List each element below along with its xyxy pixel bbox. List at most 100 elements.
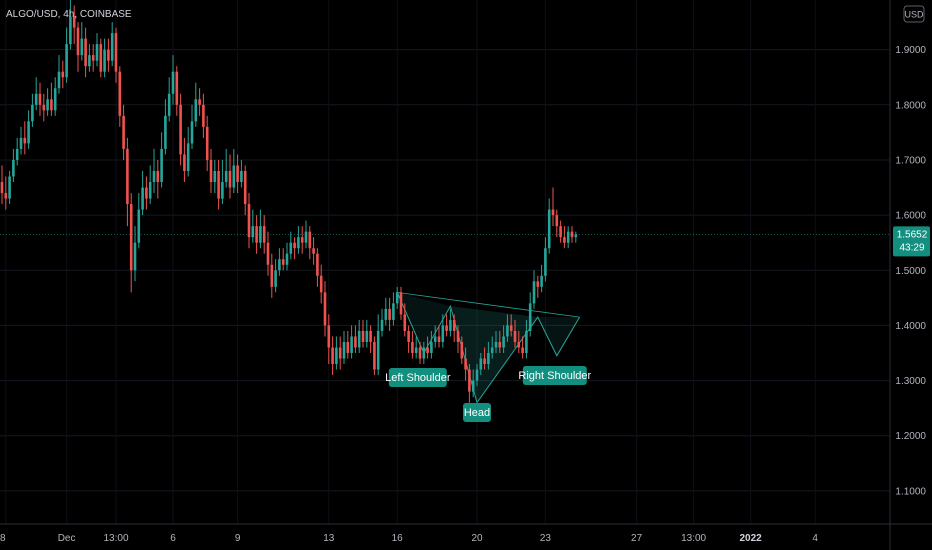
candle <box>323 281 327 337</box>
candle-body <box>536 281 540 287</box>
candle-body <box>137 209 141 243</box>
time-tick-label: Dec <box>58 533 76 544</box>
candle-body <box>148 182 152 199</box>
candle <box>53 77 57 116</box>
candle-body <box>316 253 319 276</box>
candle <box>12 148 15 183</box>
candle <box>566 226 570 249</box>
candle <box>487 341 490 370</box>
candle <box>297 226 300 254</box>
candle-body <box>373 341 376 370</box>
candle <box>319 264 323 304</box>
candle-body <box>72 16 76 28</box>
candle-body <box>183 154 186 171</box>
candle <box>445 314 448 337</box>
candle <box>251 209 255 243</box>
candle <box>536 275 540 298</box>
candle-body <box>69 16 72 45</box>
currency-label: USD <box>904 10 924 20</box>
candle-body <box>171 71 175 94</box>
candle <box>285 242 289 271</box>
candle-body <box>464 358 467 370</box>
candle <box>129 193 133 293</box>
candle-body <box>133 242 137 271</box>
candle-body <box>433 336 437 342</box>
price-tick-label: 1.2000 <box>895 431 926 442</box>
candle <box>312 237 315 265</box>
candle-body <box>475 369 479 381</box>
candle-body <box>118 71 122 116</box>
candle-body <box>46 99 49 111</box>
time-tick-label: 13:00 <box>681 533 706 544</box>
candle-body <box>240 170 243 183</box>
candle-body <box>388 308 391 320</box>
candle <box>114 27 118 83</box>
candle-body <box>126 148 129 205</box>
candle <box>107 38 110 72</box>
candle <box>23 121 27 155</box>
price-tick-label: 1.9000 <box>895 45 926 56</box>
candle <box>179 93 182 166</box>
candle <box>194 82 198 127</box>
candle-body <box>376 330 380 370</box>
candle <box>350 325 353 359</box>
candle <box>8 170 11 205</box>
candle-body <box>327 325 331 348</box>
candle-body <box>498 341 502 348</box>
candle <box>418 341 422 365</box>
candle <box>414 336 418 359</box>
chart-title: ALGO/USD, 4h, COINBASE <box>6 9 132 20</box>
candle-body <box>422 347 426 359</box>
candle-body <box>141 187 144 210</box>
price-axis[interactable]: 1.9000 1.8000 1.7000 1.6000 1.5000 1.4000 1.30… <box>895 45 926 497</box>
candle <box>221 159 224 205</box>
candle <box>540 264 543 293</box>
candle-body <box>521 347 524 354</box>
candle <box>373 336 376 376</box>
candle-body <box>167 93 171 116</box>
candle <box>361 319 365 348</box>
candle <box>346 330 350 359</box>
candles-layer <box>0 0 578 403</box>
candle <box>247 193 251 249</box>
candle <box>563 226 566 249</box>
candle-body <box>502 336 505 348</box>
candle-body <box>217 170 220 199</box>
candle-body <box>281 259 285 265</box>
candle-body <box>399 292 403 315</box>
candle <box>38 82 42 116</box>
candle-body <box>513 330 517 342</box>
candle <box>369 325 372 354</box>
candle <box>547 198 551 254</box>
candle-body <box>544 248 547 276</box>
candle <box>31 93 34 127</box>
candle <box>122 104 125 160</box>
time-tick-label: 23 <box>540 533 552 544</box>
currency-button[interactable]: USD <box>903 5 925 23</box>
candle <box>327 314 331 365</box>
candle <box>338 336 342 370</box>
bar-countdown: 43:29 <box>899 242 924 253</box>
candle-body <box>76 27 80 56</box>
candle <box>141 170 144 216</box>
candle-body <box>156 170 160 183</box>
candle <box>118 66 122 127</box>
candle-body <box>532 281 536 304</box>
time-tick-label: 9 <box>235 533 241 544</box>
candle-body <box>160 148 163 183</box>
candle-body <box>403 314 407 331</box>
candle <box>460 336 464 365</box>
candle-body <box>27 121 30 144</box>
candle <box>479 353 483 376</box>
candle <box>126 137 129 227</box>
candle-body <box>342 341 346 359</box>
svg-text:Right Shoulder: Right Shoulder <box>518 370 591 382</box>
candle-body <box>346 341 350 354</box>
candle-body <box>57 71 61 89</box>
candle <box>160 132 163 188</box>
candle-body <box>31 104 34 122</box>
time-axis[interactable]: 8 Dec 13:00 6 9 13 16 20 23 27 13:00 2022 4 <box>0 533 818 544</box>
candle-body <box>350 336 353 354</box>
candle-body <box>331 347 334 365</box>
